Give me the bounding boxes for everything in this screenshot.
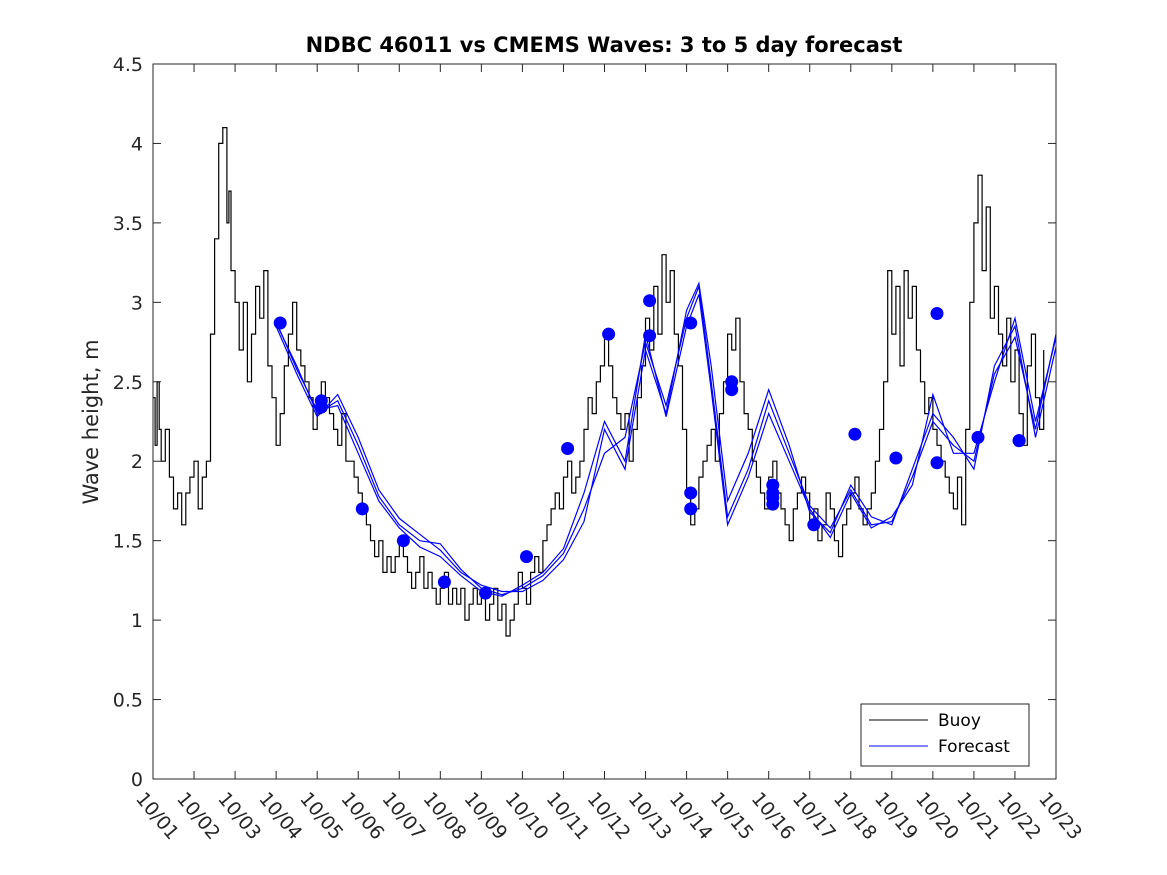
forecast-point — [520, 550, 533, 564]
forecast-point — [561, 442, 575, 455]
forecast-point — [684, 316, 698, 330]
y-tick-label: 0 — [131, 769, 143, 791]
y-tick-label: 4.5 — [113, 54, 143, 76]
y-tick-label: 1.5 — [113, 531, 143, 553]
forecast-point — [479, 586, 492, 600]
forecast-point — [684, 486, 698, 500]
buoy-series — [153, 127, 1045, 637]
legend-box — [860, 703, 1030, 767]
forecast-line-3 — [275, 294, 1057, 597]
forecast-point — [643, 294, 657, 308]
y-tick-label: 2 — [131, 451, 143, 473]
y-axis-label: Wave height, m — [79, 339, 103, 504]
legend: Buoy Forecast — [860, 703, 1030, 767]
forecast-point — [314, 400, 328, 414]
forecast-point — [643, 329, 657, 343]
forecast-point — [971, 430, 985, 444]
forecast-point — [930, 307, 944, 320]
y-tick-label: 4 — [131, 133, 143, 155]
forecast-point — [396, 534, 410, 548]
forecast-point — [437, 575, 451, 589]
forecast-point — [889, 451, 903, 465]
buoy-line — [153, 127, 1045, 637]
forecast-series — [275, 281, 1057, 597]
forecast-point — [766, 497, 780, 511]
forecast-point — [725, 383, 739, 397]
y-axis: 0 0.5 1 1.5 2 2.5 3 3.5 4 4.5 — [113, 54, 1056, 791]
y-tick-label: 3.5 — [113, 213, 143, 235]
y-tick-label: 3 — [131, 292, 143, 314]
chart-title: NDBC 46011 vs CMEMS Waves: 3 to 5 day fo… — [306, 33, 903, 57]
forecast-point — [1012, 434, 1026, 448]
y-tick-label: 2.5 — [113, 372, 143, 394]
legend-label-buoy: Buoy — [938, 711, 981, 731]
forecast-point — [848, 427, 862, 441]
forecast-point — [273, 316, 287, 330]
forecast-point — [807, 518, 821, 532]
plot-area — [152, 63, 1057, 780]
legend-label-forecast: Forecast — [938, 737, 1010, 757]
forecast-point — [355, 502, 369, 516]
forecast-point — [602, 327, 616, 341]
forecast-markers — [273, 294, 1026, 600]
forecast-point — [684, 502, 698, 516]
y-tick-label: 1 — [131, 610, 143, 632]
forecast-point — [766, 478, 780, 492]
forecast-point — [930, 456, 944, 470]
y-tick-label: 0.5 — [113, 690, 143, 712]
